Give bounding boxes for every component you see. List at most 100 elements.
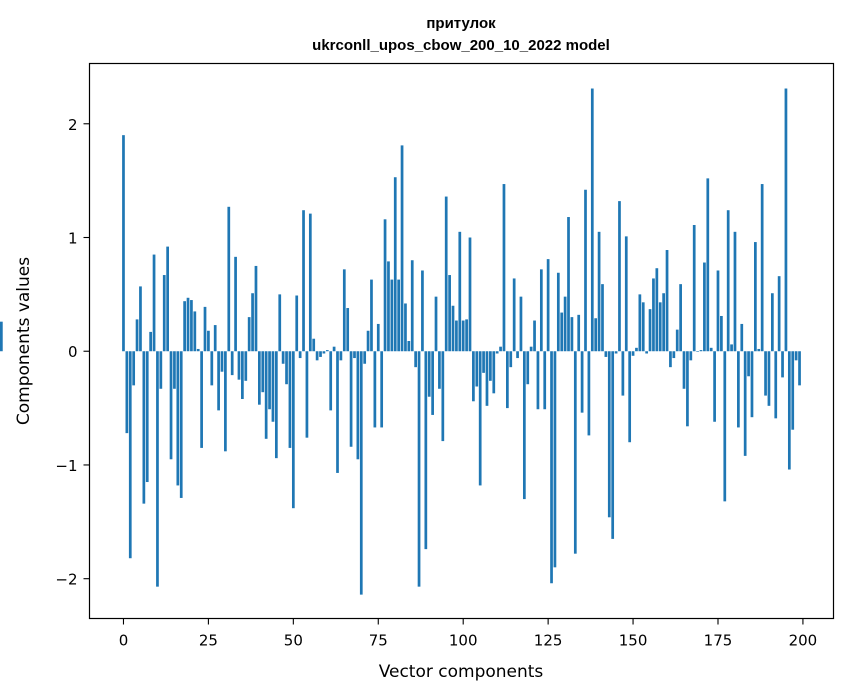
bar — [373, 351, 377, 428]
bar — [414, 351, 417, 368]
bar — [145, 351, 149, 483]
bar — [655, 268, 659, 352]
bar — [448, 275, 451, 352]
bar — [662, 293, 665, 352]
bar — [472, 351, 475, 402]
bar — [506, 351, 509, 409]
bar — [132, 351, 136, 386]
bar — [383, 219, 387, 352]
bar — [665, 250, 669, 352]
bar — [580, 351, 584, 413]
bar — [410, 260, 414, 352]
bar — [604, 351, 608, 357]
bar — [128, 351, 132, 559]
bar — [573, 351, 577, 554]
bar — [543, 351, 547, 410]
bar — [546, 259, 550, 352]
bar — [281, 351, 285, 364]
x-axis-label: Vector components — [379, 662, 544, 682]
bar — [387, 261, 390, 352]
bar — [264, 351, 268, 439]
bar — [624, 236, 628, 352]
bar — [359, 351, 363, 595]
bar — [397, 279, 401, 352]
bar — [244, 351, 248, 381]
bar — [577, 314, 581, 352]
bar — [254, 265, 258, 352]
bar — [230, 351, 234, 376]
bar — [152, 254, 156, 352]
bar — [689, 351, 693, 361]
bar — [767, 351, 771, 406]
bar — [628, 351, 632, 443]
bar — [237, 351, 241, 380]
bar — [475, 351, 479, 387]
bar — [322, 351, 326, 354]
bar — [556, 272, 560, 352]
bar — [638, 294, 642, 352]
bar — [325, 350, 329, 352]
bar — [224, 351, 227, 452]
bar — [686, 351, 689, 427]
bar — [757, 348, 761, 352]
bar — [631, 351, 635, 356]
bar — [291, 351, 295, 509]
bar — [720, 315, 723, 352]
bar — [770, 293, 774, 352]
bar — [390, 279, 394, 352]
bar — [669, 351, 672, 368]
bar — [587, 351, 591, 436]
bar — [716, 270, 720, 352]
bar — [455, 320, 458, 352]
bar — [760, 184, 764, 352]
x-tick-label: 100 — [449, 632, 478, 650]
bar — [319, 351, 322, 357]
bar — [434, 296, 438, 352]
bar — [342, 269, 346, 352]
bar — [193, 311, 197, 352]
bar — [723, 351, 727, 502]
bar — [356, 351, 360, 460]
bar — [298, 351, 302, 359]
x-axis-ticks: 0 25 50 75 100 125 150 175 200 — [119, 618, 817, 650]
y-tick-label: 0 — [68, 343, 78, 361]
bar — [468, 237, 472, 352]
bar — [149, 331, 153, 352]
bar — [787, 351, 791, 470]
bar — [461, 320, 465, 352]
bar — [733, 231, 737, 352]
bar — [679, 284, 682, 352]
bar — [512, 278, 516, 352]
bar — [641, 302, 645, 352]
bar — [122, 135, 125, 352]
bar — [135, 319, 139, 352]
bar — [274, 351, 278, 459]
bar — [536, 351, 540, 410]
bar — [424, 351, 428, 550]
bar — [179, 351, 183, 498]
bar — [431, 351, 434, 415]
bar — [635, 347, 638, 352]
bar — [417, 351, 421, 587]
bar — [730, 344, 733, 352]
bar — [539, 269, 543, 352]
bar — [607, 351, 611, 518]
bar — [339, 351, 343, 361]
bar — [451, 305, 455, 352]
bar — [366, 330, 370, 352]
bar — [278, 294, 282, 352]
bar — [162, 275, 166, 352]
bar — [794, 351, 798, 361]
bar — [312, 338, 316, 352]
bar — [125, 351, 129, 434]
bar — [781, 351, 784, 378]
bar — [784, 88, 788, 352]
bar — [699, 350, 703, 352]
bar — [169, 351, 173, 460]
x-tick-label: 75 — [369, 632, 388, 650]
chart-title-line1: притулок — [426, 15, 496, 32]
bar — [621, 351, 625, 396]
bar — [258, 351, 261, 405]
bar — [611, 351, 615, 539]
bar — [142, 351, 146, 504]
